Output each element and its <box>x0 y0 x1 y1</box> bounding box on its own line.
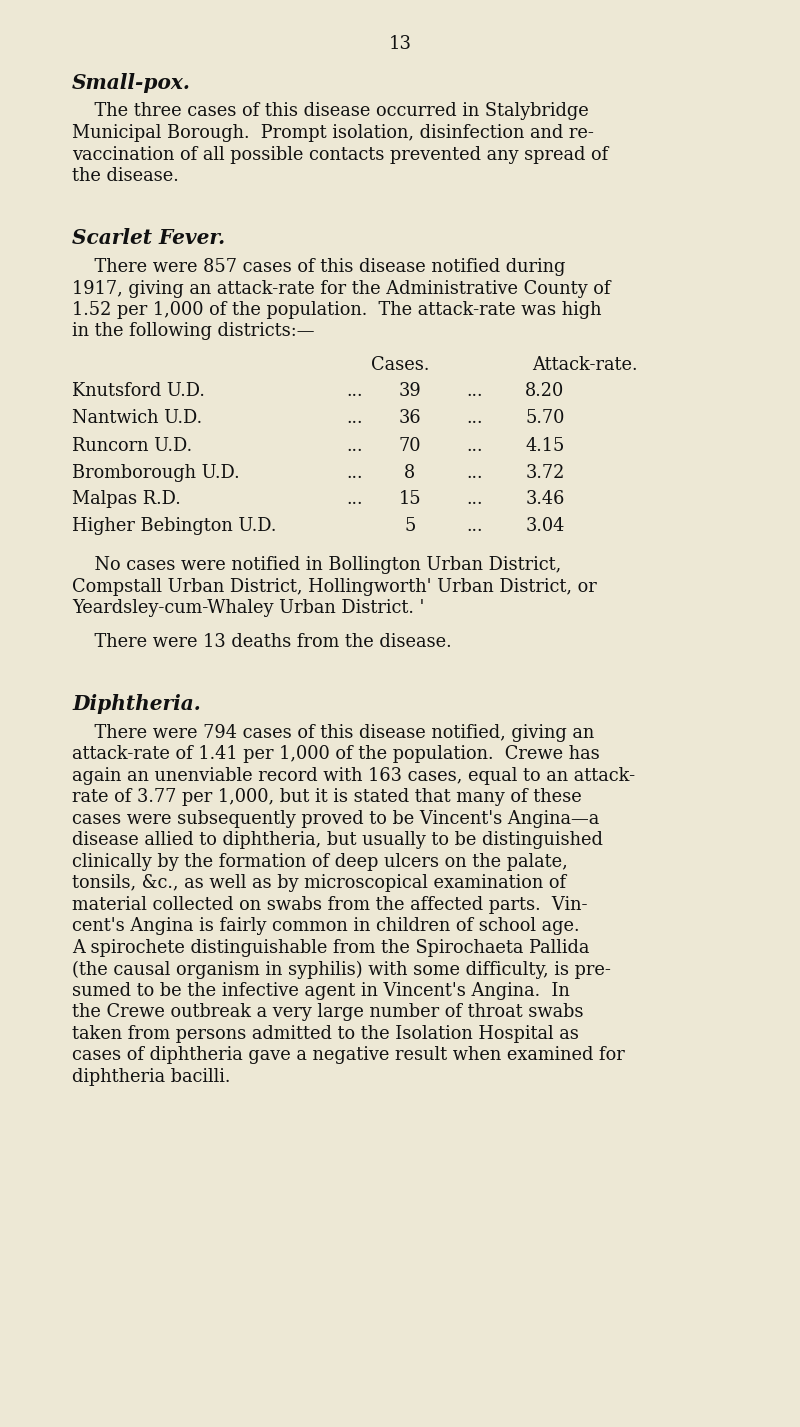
Text: cases were subsequently proved to be Vincent's Angina—a: cases were subsequently proved to be Vin… <box>72 811 599 828</box>
Text: Small-pox.: Small-pox. <box>72 73 191 93</box>
Text: clinically by the formation of deep ulcers on the palate,: clinically by the formation of deep ulce… <box>72 853 568 870</box>
Text: Municipal Borough.  Prompt isolation, disinfection and re-: Municipal Borough. Prompt isolation, dis… <box>72 124 594 143</box>
Text: the Crewe outbreak a very large number of throat swabs: the Crewe outbreak a very large number o… <box>72 1003 583 1022</box>
Text: Cases.: Cases. <box>371 355 429 374</box>
Text: 39: 39 <box>398 382 422 401</box>
Text: taken from persons admitted to the Isolation Hospital as: taken from persons admitted to the Isola… <box>72 1025 579 1043</box>
Text: cent's Angina is fairly common in children of school age.: cent's Angina is fairly common in childr… <box>72 918 579 936</box>
Text: Knutsford U.D.: Knutsford U.D. <box>72 382 205 401</box>
Text: Malpas R.D.: Malpas R.D. <box>72 491 181 508</box>
Text: 8.20: 8.20 <box>526 382 565 401</box>
Text: ...: ... <box>466 518 483 535</box>
Text: 70: 70 <box>398 437 422 455</box>
Text: Diphtheria.: Diphtheria. <box>72 695 201 715</box>
Text: sumed to be the infective agent in Vincent's Angina.  In: sumed to be the infective agent in Vince… <box>72 982 570 1000</box>
Text: 8: 8 <box>404 464 416 481</box>
Text: ...: ... <box>346 464 363 481</box>
Text: Nantwich U.D.: Nantwich U.D. <box>72 410 202 428</box>
Text: A spirochete distinguishable from the Spirochaeta Pallida: A spirochete distinguishable from the Sp… <box>72 939 590 958</box>
Text: 3.46: 3.46 <box>526 491 565 508</box>
Text: tonsils, &c., as well as by microscopical examination of: tonsils, &c., as well as by microscopica… <box>72 875 566 892</box>
Text: attack-rate of 1.41 per 1,000 of the population.  Crewe has: attack-rate of 1.41 per 1,000 of the pop… <box>72 745 600 763</box>
Text: 3.04: 3.04 <box>526 518 565 535</box>
Text: Attack-rate.: Attack-rate. <box>532 355 638 374</box>
Text: again an unenviable record with 163 cases, equal to an attack-: again an unenviable record with 163 case… <box>72 766 635 785</box>
Text: Runcorn U.D.: Runcorn U.D. <box>72 437 192 455</box>
Text: ...: ... <box>466 382 483 401</box>
Text: ...: ... <box>466 410 483 428</box>
Text: Compstall Urban District, Hollingworth' Urban District, or: Compstall Urban District, Hollingworth' … <box>72 578 597 596</box>
Text: 13: 13 <box>389 36 411 53</box>
Text: No cases were notified in Bollington Urban District,: No cases were notified in Bollington Urb… <box>72 557 562 575</box>
Text: There were 794 cases of this disease notified, giving an: There were 794 cases of this disease not… <box>72 723 594 742</box>
Text: cases of diphtheria gave a negative result when examined for: cases of diphtheria gave a negative resu… <box>72 1046 625 1065</box>
Text: 3.72: 3.72 <box>526 464 565 481</box>
Text: ...: ... <box>466 437 483 455</box>
Text: 36: 36 <box>398 410 422 428</box>
Text: (the causal organism in syphilis) with some difficulty, is pre-: (the causal organism in syphilis) with s… <box>72 960 611 979</box>
Text: Scarlet Fever.: Scarlet Fever. <box>72 228 225 248</box>
Text: ...: ... <box>346 382 363 401</box>
Text: 5.70: 5.70 <box>526 410 565 428</box>
Text: ...: ... <box>346 437 363 455</box>
Text: ...: ... <box>346 410 363 428</box>
Text: There were 857 cases of this disease notified during: There were 857 cases of this disease not… <box>72 258 566 275</box>
Text: ...: ... <box>466 491 483 508</box>
Text: There were 13 deaths from the disease.: There were 13 deaths from the disease. <box>72 634 452 651</box>
Text: Higher Bebington U.D.: Higher Bebington U.D. <box>72 518 276 535</box>
Text: rate of 3.77 per 1,000, but it is stated that many of these: rate of 3.77 per 1,000, but it is stated… <box>72 789 582 806</box>
Text: 4.15: 4.15 <box>526 437 565 455</box>
Text: vaccination of all possible contacts prevented any spread of: vaccination of all possible contacts pre… <box>72 146 608 164</box>
Text: ...: ... <box>346 491 363 508</box>
Text: disease allied to diphtheria, but usually to be distinguished: disease allied to diphtheria, but usuall… <box>72 832 603 849</box>
Text: the disease.: the disease. <box>72 167 178 186</box>
Text: 5: 5 <box>404 518 416 535</box>
Text: The three cases of this disease occurred in Stalybridge: The three cases of this disease occurred… <box>72 103 589 120</box>
Text: in the following districts:—: in the following districts:— <box>72 323 314 341</box>
Text: Yeardsley-cum-Whaley Urban District. ': Yeardsley-cum-Whaley Urban District. ' <box>72 599 424 618</box>
Text: 1.52 per 1,000 of the population.  The attack-rate was high: 1.52 per 1,000 of the population. The at… <box>72 301 602 320</box>
Text: diphtheria bacilli.: diphtheria bacilli. <box>72 1067 230 1086</box>
Text: ...: ... <box>466 464 483 481</box>
Text: 15: 15 <box>398 491 422 508</box>
Text: material collected on swabs from the affected parts.  Vin-: material collected on swabs from the aff… <box>72 896 587 915</box>
Text: Bromborough U.D.: Bromborough U.D. <box>72 464 240 481</box>
Text: 1917, giving an attack-rate for the Administrative County of: 1917, giving an attack-rate for the Admi… <box>72 280 610 297</box>
